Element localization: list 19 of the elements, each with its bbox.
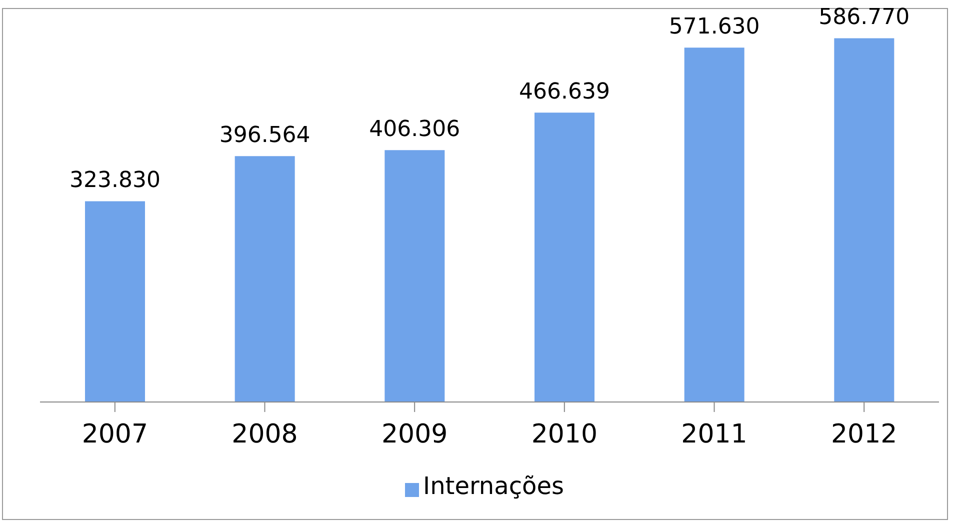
bar: [234, 156, 295, 402]
x-tick-label: 2008: [232, 419, 298, 450]
data-label: 571.630: [668, 14, 760, 40]
bar: [684, 48, 744, 402]
legend-label: Internações: [423, 472, 564, 500]
x-tick-label: 2012: [830, 419, 898, 450]
x-tick-label: 2010: [531, 419, 598, 450]
bar: [834, 38, 894, 402]
bar: [384, 150, 445, 402]
bar: [534, 112, 594, 402]
data-label: 406.306: [369, 117, 460, 142]
data-label: 466.639: [519, 80, 610, 105]
data-label: 586.770: [818, 5, 910, 30]
bar: [85, 201, 145, 402]
x-tick-label: 2009: [381, 419, 448, 450]
data-label: 396.564: [219, 123, 310, 148]
x-tick-label: 2007: [82, 419, 148, 450]
x-tick-label: 2011: [681, 419, 748, 450]
data-label: 323.830: [70, 168, 160, 194]
